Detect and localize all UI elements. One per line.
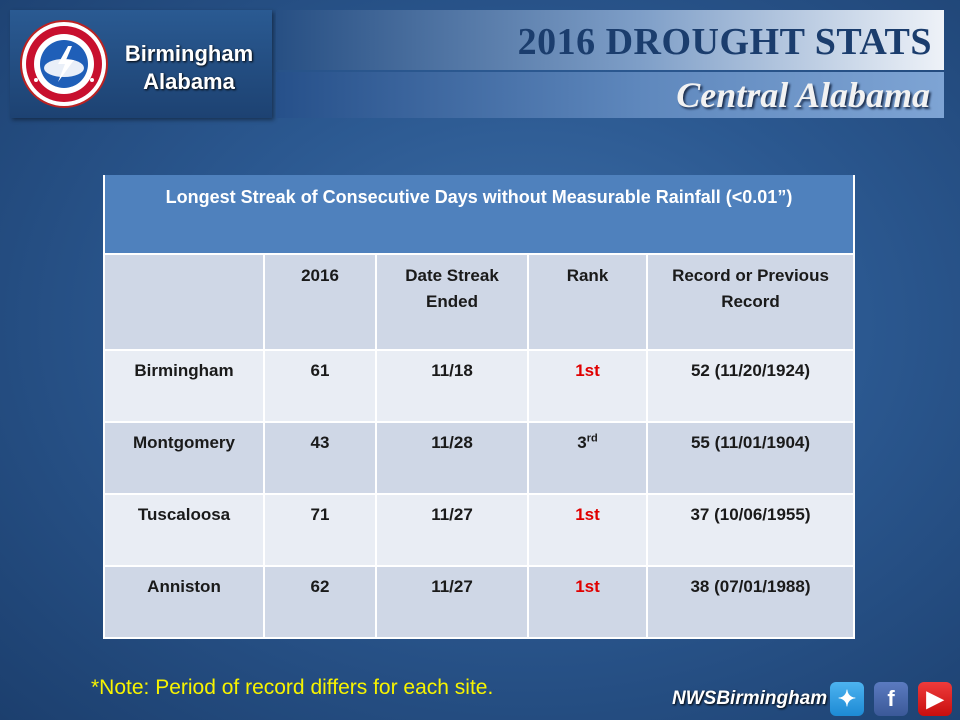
date-ended: 11/18 bbox=[375, 349, 529, 423]
record: 37 (10/06/1955) bbox=[646, 493, 855, 567]
table-row: Tuscaloosa 71 11/27 1st 37 (10/06/1955) bbox=[103, 493, 855, 567]
youtube-icon[interactable]: ▶ bbox=[918, 682, 952, 716]
rank: 1st bbox=[527, 493, 648, 567]
streak-days: 71 bbox=[263, 493, 377, 567]
streak-days: 62 bbox=[263, 565, 377, 639]
rank-suffix: rd bbox=[586, 432, 598, 445]
site-name: Birmingham bbox=[103, 349, 265, 423]
column-header-record: Record or Previous Record bbox=[646, 253, 855, 351]
table-header-row: 2016 Date Streak Ended Rank Record or Pr… bbox=[103, 253, 855, 351]
column-header-record-text: Record or Previous Record bbox=[672, 266, 829, 311]
drought-table: Longest Streak of Consecutive Days witho… bbox=[103, 175, 855, 639]
page-subtitle: Central Alabama bbox=[676, 75, 930, 115]
column-header-rank: Rank bbox=[527, 253, 648, 351]
date-ended: 11/27 bbox=[375, 493, 529, 567]
title-bar: 2016 DROUGHT STATS bbox=[276, 10, 944, 70]
office-line1: Birmingham bbox=[124, 41, 254, 66]
table-row: Montgomery 43 11/28 3rd 55 (11/01/1904) bbox=[103, 421, 855, 495]
rank-number: 3 bbox=[577, 433, 587, 452]
social-handle[interactable]: NWSBirmingham bbox=[672, 688, 828, 709]
office-banner: Birmingham Alabama bbox=[10, 10, 272, 118]
date-ended: 11/27 bbox=[375, 565, 529, 639]
table-row: Birmingham 61 11/18 1st 52 (11/20/1924) bbox=[103, 349, 855, 423]
table-row: Anniston 62 11/27 1st 38 (07/01/1988) bbox=[103, 565, 855, 639]
site-name: Tuscaloosa bbox=[103, 493, 265, 567]
site-name: Anniston bbox=[103, 565, 265, 639]
nws-logo-icon bbox=[22, 22, 106, 106]
column-header-date-ended: Date Streak Ended bbox=[375, 253, 529, 351]
date-ended: 11/28 bbox=[375, 421, 529, 495]
rank: 1st bbox=[527, 565, 648, 639]
period-note: *Note: Period of record differs for each… bbox=[91, 676, 494, 699]
record: 38 (07/01/1988) bbox=[646, 565, 855, 639]
rank: 1st bbox=[527, 349, 648, 423]
office-line2: Alabama bbox=[143, 69, 235, 94]
table-caption: Longest Streak of Consecutive Days witho… bbox=[103, 175, 855, 255]
column-header-year: 2016 bbox=[263, 253, 377, 351]
page-title: 2016 DROUGHT STATS bbox=[517, 21, 932, 63]
column-header-site bbox=[103, 253, 265, 351]
twitter-icon[interactable]: ✦ bbox=[830, 682, 864, 716]
record: 55 (11/01/1904) bbox=[646, 421, 855, 495]
nws-logo-art bbox=[34, 46, 94, 82]
column-header-date-ended-text: Date Streak Ended bbox=[405, 266, 499, 311]
rank: 3rd bbox=[527, 421, 648, 495]
record: 52 (11/20/1924) bbox=[646, 349, 855, 423]
office-name: Birmingham Alabama bbox=[114, 40, 264, 96]
facebook-icon[interactable]: f bbox=[874, 682, 908, 716]
subtitle-bar: Central Alabama bbox=[276, 72, 944, 118]
streak-days: 61 bbox=[263, 349, 377, 423]
streak-days: 43 bbox=[263, 421, 377, 495]
site-name: Montgomery bbox=[103, 421, 265, 495]
